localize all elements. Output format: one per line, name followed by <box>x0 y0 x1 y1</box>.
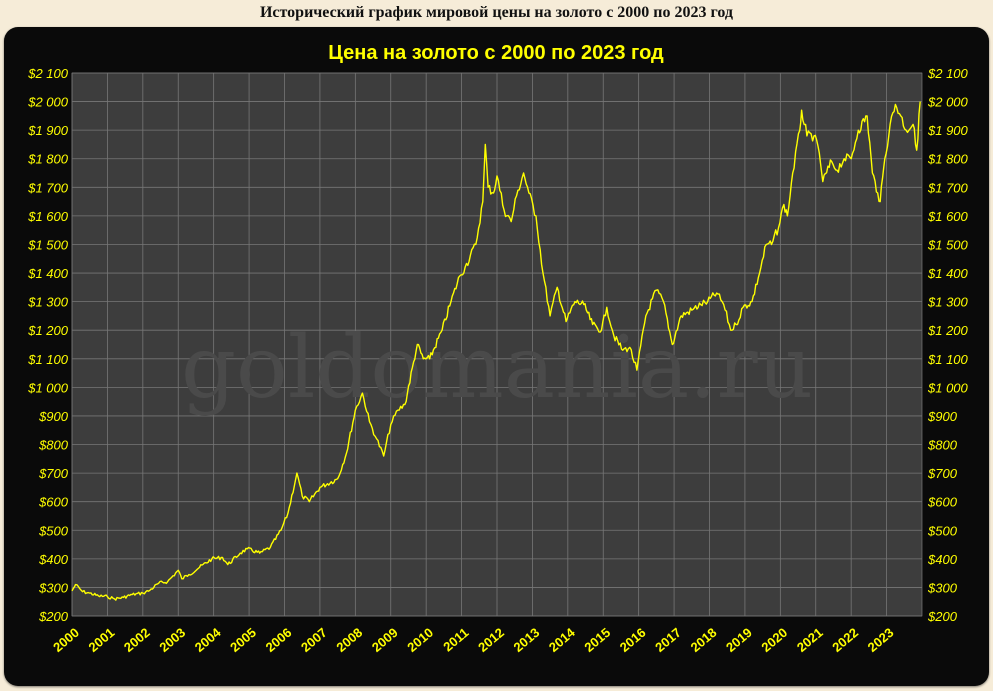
y-tick-label-left: $1 200 <box>27 323 69 338</box>
x-tick-label: 2017 <box>652 625 684 655</box>
page-heading: Исторический график мировой цены на золо… <box>259 4 734 21</box>
x-tick-label: 2006 <box>263 625 295 655</box>
y-tick-label-left: $1 800 <box>27 152 69 167</box>
y-tick-label-right: $1 200 <box>927 323 969 338</box>
y-tick-label-left: $400 <box>38 552 69 567</box>
y-tick-label-left: $900 <box>38 409 69 424</box>
x-tick-label: 2001 <box>86 625 118 655</box>
y-tick-label-left: $500 <box>38 523 69 538</box>
y-tick-label-left: $1 500 <box>27 237 69 252</box>
x-tick-label: 2021 <box>794 625 826 655</box>
x-tick-label: 2002 <box>121 625 153 655</box>
y-tick-label-left: $1 900 <box>27 123 69 138</box>
x-axis: 2000 2001 2002 2003 2004 2005 2006 2007 2008 2009… <box>50 624 896 655</box>
y-tick-label-right: $400 <box>927 552 958 567</box>
y-tick-label-right: $900 <box>927 409 958 424</box>
x-tick-label: 2023 <box>865 625 897 655</box>
y-tick-label-left: $700 <box>38 466 69 481</box>
y-tick-label-right: $2 000 <box>927 95 969 110</box>
y-tick-label-right: $1 900 <box>927 123 969 138</box>
x-tick-label: 2009 <box>369 625 401 655</box>
x-tick-label: 2005 <box>227 625 259 655</box>
y-tick-label-right: $1 100 <box>927 352 969 367</box>
y-tick-label-right: $300 <box>927 580 958 595</box>
y-tick-label-left: $2 100 <box>27 66 69 81</box>
watermark: goldomania.ru <box>181 318 813 418</box>
x-tick-label: 2007 <box>298 625 330 655</box>
x-tick-label: 2015 <box>581 625 613 655</box>
y-tick-label-left: $200 <box>38 609 69 624</box>
x-tick-label: 2008 <box>333 625 365 655</box>
y-tick-label-right: $500 <box>927 523 958 538</box>
y-axis-left: $200 $300 $400 $500 $600 $700 $800 $900 $1 000 $1… <box>27 66 69 624</box>
x-tick-label: 2022 <box>829 625 861 655</box>
y-axis-right: $200 $300 $400 $500 $600 $700 $800 $900 $1 000 $1… <box>927 66 969 624</box>
y-tick-label-left: $1 400 <box>27 266 69 281</box>
y-tick-label-right: $700 <box>927 466 958 481</box>
y-tick-label-left: $1 700 <box>27 180 69 195</box>
x-tick-label: 2019 <box>723 625 755 655</box>
y-tick-label-right: $1 000 <box>927 380 969 395</box>
x-tick-label: 2012 <box>475 625 507 655</box>
y-tick-label-left: $300 <box>38 580 69 595</box>
y-tick-label-right: $1 400 <box>927 266 969 281</box>
x-tick-label: 2000 <box>50 625 82 655</box>
y-tick-label-right: $600 <box>927 495 958 510</box>
y-tick-label-left: $800 <box>38 438 69 453</box>
chart-title: Цена на золото с 2000 по 2023 год <box>328 42 664 64</box>
x-tick-label: 2020 <box>758 625 790 655</box>
x-tick-label: 2003 <box>156 625 188 655</box>
gold-price-line <box>71 101 921 601</box>
y-tick-label-right: $1 500 <box>927 237 969 252</box>
y-tick-label-left: $1 300 <box>27 295 69 310</box>
y-tick-label-right: $200 <box>927 609 958 624</box>
y-tick-label-left: $1 100 <box>27 352 69 367</box>
y-tick-label-left: $600 <box>38 495 69 510</box>
y-tick-label-left: $2 000 <box>27 95 69 110</box>
x-tick-label: 2016 <box>617 625 649 655</box>
x-tick-label: 2011 <box>440 625 471 655</box>
x-tick-label: 2018 <box>688 625 720 655</box>
y-tick-label-right: $1 300 <box>927 295 969 310</box>
x-tick-label: 2004 <box>192 624 224 655</box>
y-tick-label-left: $1 600 <box>27 209 69 224</box>
y-tick-label-right: $800 <box>927 438 958 453</box>
y-tick-label-right: $1 600 <box>927 209 969 224</box>
x-tick-label: 2010 <box>404 625 436 655</box>
x-tick-label: 2013 <box>511 625 543 655</box>
grid <box>71 72 922 617</box>
x-tick-label: 2014 <box>546 624 578 655</box>
y-tick-label-right: $1 700 <box>927 180 969 195</box>
y-tick-label-right: $1 800 <box>927 152 969 167</box>
y-tick-label-right: $2 100 <box>927 66 969 81</box>
y-tick-label-left: $1 000 <box>27 380 69 395</box>
